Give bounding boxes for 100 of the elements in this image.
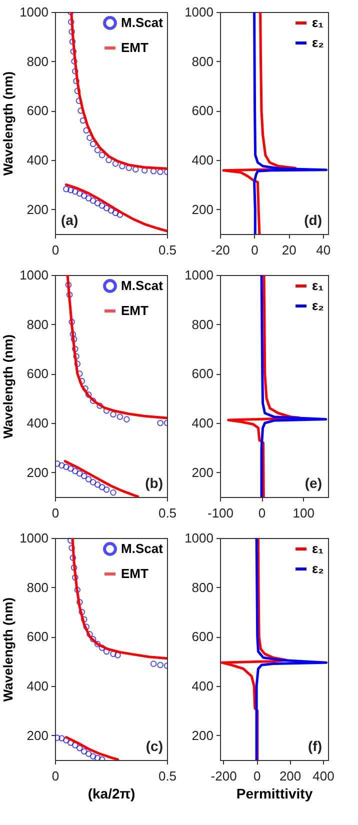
point [63, 464, 70, 470]
point [71, 58, 78, 64]
point [80, 616, 88, 623]
point [90, 198, 96, 204]
legend-label: ε₁ [312, 278, 324, 293]
y-tick-label: 400 [192, 152, 214, 168]
legend-label: EMT [121, 566, 148, 581]
point [108, 207, 114, 214]
y-axis-title: Wavelength (nm) [0, 71, 16, 176]
point [73, 353, 80, 360]
x-tick-label: 0 [253, 768, 261, 784]
x-tick-label: 0 [52, 506, 60, 520]
annotation: (f) [308, 738, 322, 754]
x-tick-label: 200 [279, 768, 302, 784]
y-tick-label: 800 [192, 54, 214, 69]
y-tick-label: 800 [192, 580, 214, 595]
point [76, 190, 83, 197]
y-tick-label: 400 [192, 416, 214, 430]
point [85, 476, 92, 482]
legend-label: M.Scat [121, 15, 164, 30]
point [55, 460, 60, 467]
point [86, 134, 93, 141]
point [68, 18, 74, 26]
x-tick-label: -100 [207, 506, 234, 520]
y-tick-label: 400 [26, 678, 48, 694]
point [85, 391, 92, 398]
y-tick-label: 600 [26, 103, 48, 118]
point [98, 484, 106, 490]
point [72, 742, 78, 748]
line-series [227, 275, 300, 497]
y-tick-label: 200 [26, 728, 48, 743]
y-tick-label: 800 [26, 316, 48, 332]
annotation: (a) [61, 212, 78, 228]
annotation: (e) [304, 475, 322, 491]
point [70, 564, 78, 571]
y-tick-label: 400 [26, 152, 48, 168]
x-tick-label: 400 [312, 768, 334, 784]
y-tick-label: 1000 [184, 268, 214, 282]
y-tick-label: 600 [192, 629, 214, 644]
legend-label: ε₁ [312, 541, 324, 556]
point [110, 411, 116, 418]
x-axis-title: (ka/2π) [88, 786, 136, 802]
x-tick-label: 20 [282, 242, 296, 258]
x-tick-label: 0.5 [158, 768, 177, 784]
point [103, 204, 110, 212]
point [114, 652, 121, 658]
y-tick-label: 600 [192, 103, 214, 118]
annotation: (d) [304, 212, 322, 228]
point [157, 662, 164, 668]
x-tick-label: 0.5 [158, 506, 177, 520]
point [126, 164, 132, 172]
point [63, 186, 70, 192]
point [106, 156, 112, 164]
legend-label: ε₁ [312, 15, 324, 30]
y-tick-label: 1000 [20, 268, 48, 282]
point [74, 88, 81, 94]
point [70, 554, 76, 561]
point [78, 378, 86, 384]
point [76, 598, 83, 606]
x-tick-label: 0 [52, 242, 60, 258]
point [80, 472, 88, 480]
point [63, 737, 70, 744]
y-tick-label: 200 [192, 464, 214, 480]
point [74, 360, 81, 367]
y-tick-label: 800 [26, 580, 48, 595]
point [150, 660, 157, 667]
point [103, 486, 110, 493]
point [141, 167, 148, 174]
point [124, 416, 130, 422]
line-series [260, 275, 328, 497]
x-tick-label: 0 [52, 768, 60, 784]
y-tick-label: 600 [26, 629, 48, 644]
point [90, 398, 96, 404]
point [74, 586, 81, 593]
point [132, 166, 139, 173]
y-tick-label: 200 [26, 202, 48, 217]
y-tick-label: 1000 [20, 4, 48, 20]
point [72, 574, 78, 581]
point [90, 140, 96, 148]
point [157, 420, 164, 426]
legend-label: M.Scat [121, 541, 164, 556]
y-tick-label: 1000 [20, 530, 48, 546]
point [72, 468, 78, 474]
x-tick-label: 0 [251, 242, 258, 258]
point [119, 163, 126, 170]
point [86, 631, 93, 638]
y-tick-label: 400 [192, 678, 214, 694]
y-tick-label: 200 [26, 464, 48, 480]
point [68, 544, 75, 552]
legend-label: ε₂ [312, 298, 324, 313]
legend-label: EMT [121, 303, 148, 318]
point [78, 608, 86, 616]
y-tick-label: 600 [192, 366, 214, 382]
legend-label: M.Scat [121, 278, 164, 293]
point [68, 186, 74, 194]
x-tick-label: -20 [211, 242, 230, 258]
point [65, 282, 72, 288]
point [70, 331, 76, 338]
point [157, 168, 164, 175]
point [82, 385, 88, 392]
